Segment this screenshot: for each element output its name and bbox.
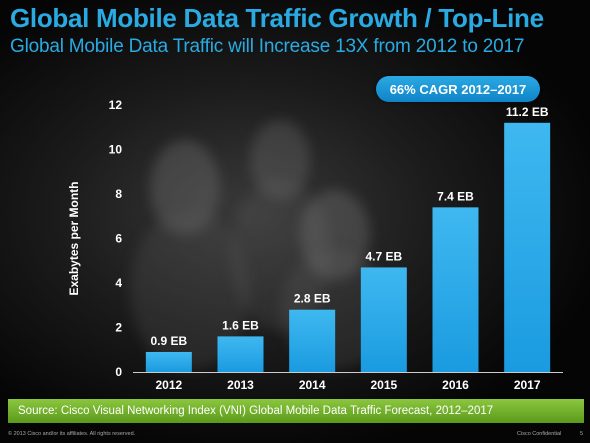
bar-value-label: 4.7 EB [365, 249, 402, 263]
bar-2017 [504, 122, 551, 372]
background-photo-person [250, 120, 310, 200]
background-photo-person [150, 140, 220, 235]
x-tick-label: 2014 [299, 378, 326, 392]
y-tick-label: 2 [115, 321, 122, 335]
bar-2016 [432, 207, 479, 372]
slide-title: Global Mobile Data Traffic Growth / Top-… [10, 3, 544, 33]
y-tick-label: 10 [109, 143, 123, 157]
footer-confidential: Cisco Confidential [517, 431, 562, 437]
bar-value-label: 2.8 EB [294, 292, 331, 306]
bar-value-label: 7.4 EB [437, 189, 474, 203]
x-tick-label: 2012 [155, 378, 182, 392]
bar-2014 [289, 309, 336, 372]
background-photo-person [300, 190, 370, 280]
bar-2013 [217, 336, 264, 372]
chart-bars [145, 122, 551, 372]
bar-2015 [360, 267, 407, 372]
y-tick-label: 0 [115, 365, 122, 379]
bar-value-label: 11.2 EB [506, 105, 549, 119]
cagr-badge: 66% CAGR 2012–2017 [376, 76, 540, 102]
x-tick-label: 2013 [227, 378, 254, 392]
chart-labels: 0.9 EB 2012 1.6 EB 2013 2.8 EB 2014 4.7 EB 2015… [150, 105, 548, 392]
background-photo-person [230, 180, 330, 330]
bar-value-label: 0.9 EB [150, 334, 187, 348]
x-tick-label: 2016 [442, 378, 469, 392]
bar-value-label: 1.6 EB [222, 318, 259, 332]
x-tick-label: 2017 [514, 378, 541, 392]
bar-2012 [145, 351, 192, 372]
page-number: 5 [580, 431, 584, 437]
x-tick-label: 2015 [370, 378, 397, 392]
y-axis-title: Exabytes per Month [67, 181, 81, 295]
y-tick-label: 4 [115, 276, 122, 290]
slide-subtitle: Global Mobile Data Traffic will Increase… [10, 36, 525, 57]
footer-copyright: © 2013 Cisco and/or its affiliates. All … [8, 431, 136, 437]
chart-axes: 0 2 4 6 8 10 12 Exabytes per Month [67, 98, 563, 379]
y-tick-label: 8 [115, 187, 122, 201]
source-bar: Source: Cisco Visual Networking Index (V… [8, 399, 584, 423]
y-tick-label: 6 [115, 232, 122, 246]
y-tick-label: 12 [109, 98, 123, 112]
